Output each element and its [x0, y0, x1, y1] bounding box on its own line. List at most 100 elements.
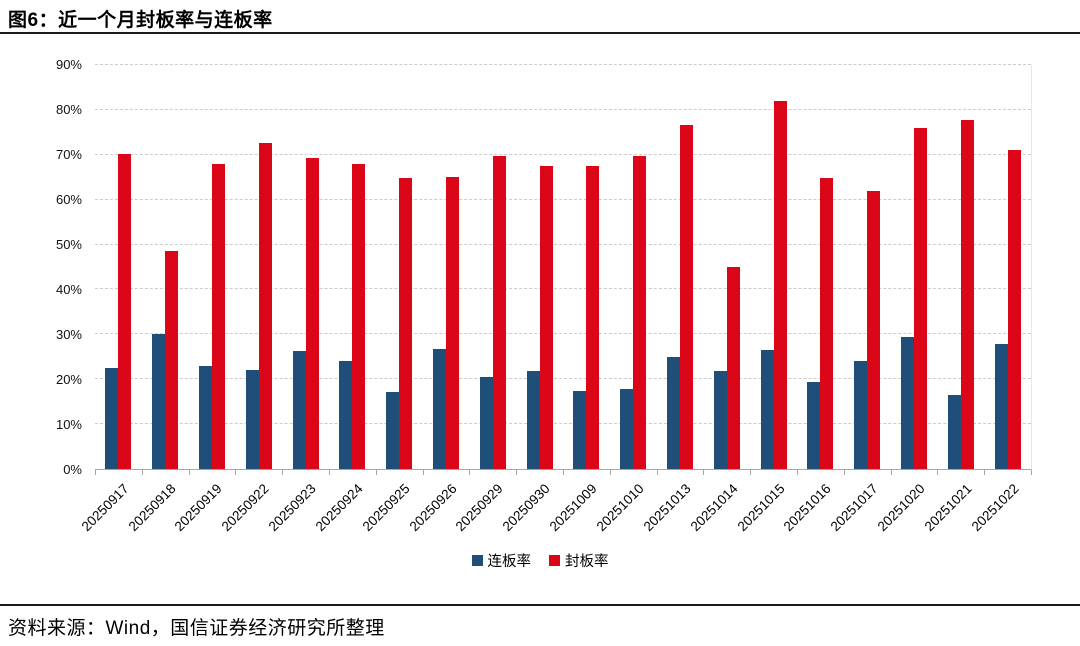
bar-group-20251020: [891, 65, 938, 469]
legend-label: 连板率: [487, 554, 532, 570]
x-tick: [751, 470, 798, 475]
x-tick: [704, 470, 752, 475]
bar-封板率: [118, 153, 132, 469]
y-tick-label: 10%: [55, 417, 82, 433]
x-axis-labels: 20250917 20250918 20250919 20250922 20250923…: [78, 476, 1032, 554]
x-tick: [424, 470, 471, 475]
bar-连板率: [900, 337, 914, 469]
bar-封板率: [445, 177, 459, 469]
x-tick: [845, 470, 892, 475]
footer-divider: [0, 604, 1080, 606]
gridline: [95, 198, 1031, 200]
bar-连板率: [713, 371, 727, 469]
chart-legend: 连板率 封板率: [0, 550, 1080, 571]
bar-封板率: [539, 165, 553, 469]
bar-封板率: [913, 127, 927, 469]
bar-封板率: [960, 120, 974, 469]
legend-label: 封板率: [565, 554, 609, 570]
bar-group-20250925: [376, 65, 423, 469]
bar-封板率: [726, 267, 740, 469]
bar-group-20250922: [235, 65, 282, 469]
bar-连板率: [105, 368, 119, 469]
bar-连板率: [386, 391, 400, 469]
bar-封板率: [258, 142, 272, 469]
bar-封板率: [399, 177, 413, 469]
y-tick-label: 40%: [55, 282, 82, 298]
bar-group-20250924: [329, 65, 376, 469]
y-axis-labels: 0% 10% 20% 30% 40% 50% 60% 70% 80% 90%: [0, 57, 88, 477]
bar-series-container: [95, 65, 1031, 469]
legend-swatch: [471, 555, 483, 566]
legend-item-封板率: 封板率: [549, 550, 609, 571]
bar-group-20251013: [657, 65, 704, 469]
x-tick: [938, 470, 986, 475]
bar-连板率: [994, 343, 1008, 469]
y-tick-label: 80%: [55, 102, 82, 118]
bar-连板率: [339, 361, 353, 469]
gridline: [95, 153, 1031, 155]
bar-封板率: [1007, 150, 1021, 469]
bar-group-20251015: [750, 65, 797, 469]
y-tick-label: 50%: [55, 237, 82, 252]
x-tick: [658, 470, 705, 475]
bar-封板率: [586, 166, 600, 469]
gridline: [95, 333, 1031, 335]
bar-group-20251016: [797, 65, 844, 469]
plot-area: [95, 64, 1032, 470]
legend-swatch: [549, 555, 560, 566]
x-tick: [517, 470, 564, 475]
x-axis-ticks: [95, 470, 1032, 475]
bar-连板率: [666, 356, 680, 469]
bar-group-20251021: [937, 65, 984, 469]
bar-连板率: [807, 382, 821, 469]
x-tick: [143, 470, 190, 475]
y-tick-label: 70%: [55, 147, 82, 162]
bar-封板率: [679, 124, 693, 469]
bar-封板率: [820, 177, 834, 469]
bar-封板率: [492, 155, 506, 469]
x-tick: [283, 470, 330, 475]
x-tick: [190, 470, 237, 475]
bar-group-20251014: [703, 65, 750, 469]
x-tick: [564, 470, 611, 475]
y-tick-label: 60%: [55, 192, 82, 208]
gridline: [95, 378, 1031, 380]
bar-连板率: [620, 389, 634, 469]
bar-group-20251009: [563, 65, 610, 469]
x-tick: [96, 470, 143, 475]
bar-连板率: [573, 390, 587, 469]
bar-连板率: [152, 334, 166, 469]
x-tick: [330, 470, 377, 475]
bar-group-20250917: [95, 65, 142, 469]
x-label-cell: 20251022: [968, 476, 1032, 554]
gridline: [95, 423, 1031, 425]
bar-封板率: [867, 191, 881, 469]
bar-group-20250926: [423, 65, 470, 469]
y-tick-label: 30%: [55, 327, 82, 343]
bar-group-20250918: [142, 65, 189, 469]
x-tick: [236, 470, 284, 475]
gridline: [95, 288, 1031, 290]
bar-封板率: [305, 158, 319, 469]
bar-连板率: [245, 370, 259, 469]
bar-封板率: [211, 164, 225, 469]
x-tick: [798, 470, 845, 475]
bar-group-20251010: [610, 65, 657, 469]
bar-连板率: [854, 361, 868, 469]
bar-连板率: [760, 349, 774, 469]
y-tick-label: 20%: [55, 372, 82, 388]
bar-group-20250919: [189, 65, 236, 469]
bar-连板率: [432, 348, 446, 469]
figure-title: 图6：近一个月封板率与连板率: [8, 10, 273, 31]
source-note: 资料来源：Wind，国信证券经济研究所整理: [8, 618, 385, 639]
bar-连板率: [947, 395, 961, 469]
bar-封板率: [633, 155, 647, 469]
gridline: [95, 64, 1031, 65]
bar-封板率: [165, 250, 179, 469]
x-tick: [611, 470, 658, 475]
gridline: [95, 108, 1031, 110]
x-tick: [470, 470, 518, 475]
gridline: [95, 243, 1031, 245]
bar-group-20250930: [516, 65, 563, 469]
